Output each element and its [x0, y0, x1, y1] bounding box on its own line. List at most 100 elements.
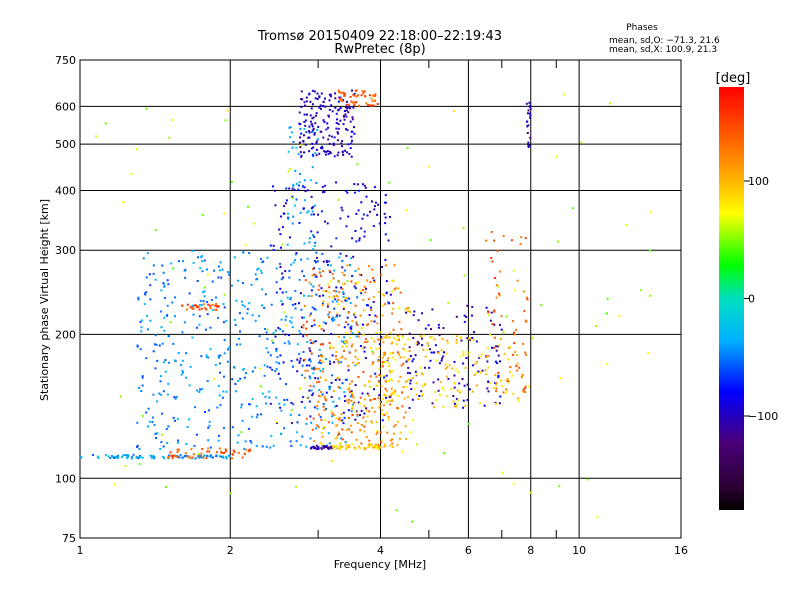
data-point — [528, 144, 531, 147]
data-point — [277, 372, 280, 375]
data-point — [321, 360, 324, 363]
data-point — [327, 152, 330, 155]
data-point — [219, 354, 222, 357]
data-point — [275, 291, 278, 294]
data-point — [524, 319, 527, 322]
data-point — [164, 486, 167, 488]
data-point — [354, 287, 357, 290]
data-point — [224, 448, 227, 451]
data-point — [389, 439, 392, 442]
data-point — [327, 114, 330, 117]
data-point — [264, 328, 266, 330]
data-point — [184, 268, 187, 271]
data-point — [460, 337, 463, 339]
data-point — [197, 256, 199, 259]
data-point — [312, 116, 315, 119]
data-point — [441, 386, 444, 389]
data-point — [197, 306, 200, 308]
data-point — [340, 356, 343, 359]
data-point — [469, 337, 472, 340]
data-point — [313, 132, 316, 135]
data-point — [162, 390, 165, 393]
data-point — [380, 273, 383, 276]
data-point — [202, 291, 205, 294]
data-point — [305, 96, 308, 99]
data-point — [258, 335, 261, 338]
data-point — [371, 100, 374, 102]
data-point — [337, 151, 340, 154]
data-point — [324, 105, 327, 108]
data-point — [297, 153, 300, 156]
data-point — [305, 445, 308, 448]
data-point — [310, 213, 313, 216]
data-point — [410, 388, 413, 391]
data-point — [500, 328, 503, 331]
data-point — [132, 453, 135, 456]
data-point — [298, 278, 301, 281]
data-point — [462, 350, 465, 353]
data-point — [289, 413, 292, 416]
data-point — [204, 411, 206, 413]
data-point — [326, 122, 329, 125]
data-point — [130, 457, 133, 460]
data-point — [343, 349, 345, 352]
data-point — [349, 264, 351, 267]
data-point — [234, 390, 237, 393]
data-point — [348, 444, 351, 447]
data-point — [212, 456, 214, 459]
data-point — [294, 259, 296, 262]
data-point — [203, 290, 206, 293]
data-point — [206, 313, 209, 316]
data-point — [430, 351, 433, 354]
data-point — [409, 379, 412, 382]
data-point — [411, 360, 414, 363]
data-point — [335, 237, 338, 240]
data-point — [354, 364, 357, 367]
data-point — [354, 349, 357, 352]
data-point — [114, 456, 117, 459]
data-point — [248, 450, 251, 453]
data-point — [298, 353, 301, 356]
data-point — [312, 248, 315, 251]
data-point — [343, 391, 346, 394]
data-point — [286, 398, 289, 401]
data-point — [337, 123, 340, 126]
data-point — [315, 427, 318, 430]
data-point — [487, 313, 490, 316]
data-point — [475, 340, 478, 343]
data-point — [167, 361, 170, 364]
data-point — [251, 314, 254, 317]
data-point — [350, 142, 353, 145]
data-point — [426, 349, 429, 352]
data-point — [398, 437, 401, 440]
data-point — [303, 120, 306, 123]
data-point — [164, 297, 166, 299]
data-point — [341, 382, 344, 385]
data-point — [304, 377, 307, 380]
data-point — [497, 354, 500, 357]
data-point — [315, 293, 318, 296]
data-point — [313, 235, 316, 238]
data-point — [392, 307, 395, 310]
data-point — [230, 284, 233, 287]
data-point — [403, 343, 406, 346]
data-point — [350, 424, 353, 427]
data-point — [609, 102, 612, 105]
data-point — [343, 395, 346, 398]
data-point — [333, 361, 336, 364]
data-point — [324, 97, 326, 100]
data-point — [214, 308, 217, 311]
data-point — [373, 279, 376, 282]
data-point — [306, 189, 309, 192]
data-point — [319, 441, 322, 444]
data-point — [313, 406, 316, 409]
data-point — [205, 356, 208, 359]
data-point — [313, 368, 316, 371]
data-point — [256, 268, 259, 271]
data-point — [228, 346, 231, 349]
data-point — [377, 338, 380, 341]
data-point — [345, 128, 347, 131]
data-point — [485, 306, 488, 309]
data-point — [371, 406, 374, 409]
data-point — [314, 152, 317, 155]
